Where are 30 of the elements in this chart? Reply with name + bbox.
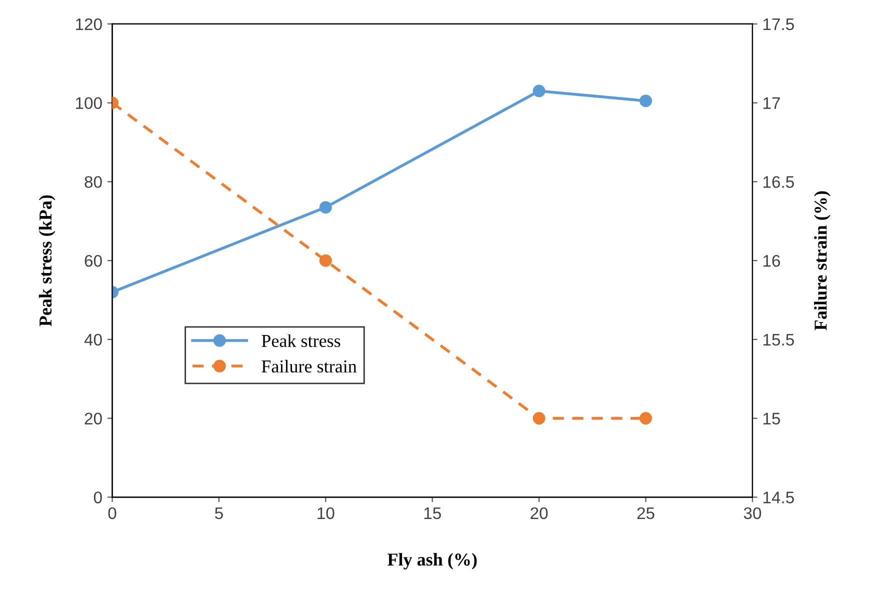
legend-label: Failure strain — [262, 360, 357, 373]
y2-tick-label: 17 — [763, 97, 780, 109]
y2-tick-label: 16 — [763, 254, 780, 267]
point — [532, 412, 546, 425]
x-tick-label: 10 — [318, 507, 334, 520]
x-tick-label: 25 — [637, 507, 654, 520]
point — [640, 94, 652, 108]
y2-axis-title: Failure strain (%) — [814, 191, 830, 330]
y2-tick-label: 16.5 — [763, 176, 794, 188]
y-tick-label: 20 — [84, 412, 102, 425]
legend-label: Peak stress — [262, 334, 340, 348]
x-tick-label: 20 — [530, 507, 548, 520]
y-tick-label: 40 — [84, 334, 102, 346]
y2-tick-label: 14.5 — [763, 492, 794, 504]
y-axis-title: Peak stress (kPa) — [38, 195, 56, 326]
x-tick-label: 15 — [424, 508, 441, 520]
y-tick-label: 120 — [76, 18, 102, 30]
y2-tick-label: 15 — [763, 412, 780, 425]
point — [640, 412, 652, 425]
x-tick-label: 5 — [214, 508, 223, 520]
y-tick-label: 0 — [94, 492, 102, 504]
x-tick-label: 0 — [108, 507, 116, 520]
point — [532, 84, 546, 98]
y-tick-label: 80 — [84, 176, 102, 188]
x-axis-title: Fly ash (%) — [388, 552, 477, 570]
y2-tick-label: 17.5 — [763, 18, 794, 30]
y-tick-label: 60 — [84, 254, 102, 267]
y2-tick-label: 15.5 — [763, 334, 794, 346]
x-tick-label: 30 — [744, 507, 762, 520]
y-tick-label: 100 — [76, 97, 102, 110]
